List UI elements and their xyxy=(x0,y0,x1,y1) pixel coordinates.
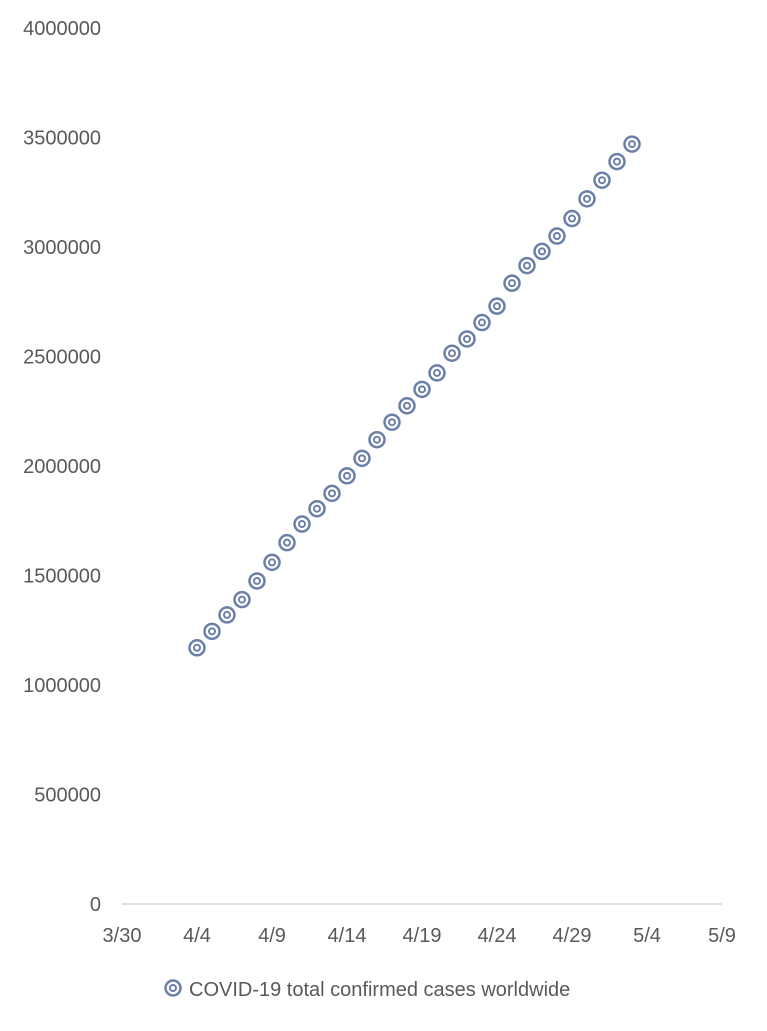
y-tick-label: 500000 xyxy=(34,785,101,807)
data-point xyxy=(338,467,356,485)
data-point xyxy=(458,330,476,348)
x-tick-label: 4/19 xyxy=(403,925,442,947)
data-point xyxy=(413,380,431,399)
y-tick-label: 4000000 xyxy=(23,18,101,40)
data-point xyxy=(608,152,626,171)
y-tick-label: 3500000 xyxy=(23,128,101,150)
data-point xyxy=(278,533,296,552)
series-points xyxy=(188,135,641,657)
data-point xyxy=(353,449,371,468)
legend-marker-symbol xyxy=(164,979,182,997)
data-point xyxy=(503,274,521,292)
data-point xyxy=(293,515,311,533)
data-point xyxy=(188,639,206,657)
legend-marker-icon xyxy=(164,979,182,997)
data-point xyxy=(203,622,221,641)
data-point xyxy=(548,227,566,245)
x-tick-label: 3/30 xyxy=(103,925,142,947)
x-tick-label: 5/4 xyxy=(633,925,661,947)
legend: COVID-19 total confirmed cases worldwide xyxy=(164,979,570,1001)
data-point xyxy=(518,256,536,275)
x-tick-label: 4/29 xyxy=(553,925,592,947)
data-point xyxy=(563,209,581,228)
data-point xyxy=(443,344,461,362)
y-axis-tick-labels: 0 500000 1000000 1500000 2000000 2500000 30000… xyxy=(23,18,101,916)
data-point xyxy=(218,606,236,624)
y-tick-label: 0 xyxy=(90,894,101,916)
data-point xyxy=(323,484,341,503)
x-tick-label: 4/14 xyxy=(328,925,367,947)
y-tick-label: 1500000 xyxy=(23,566,101,588)
y-tick-label: 3000000 xyxy=(23,237,101,259)
data-point xyxy=(383,413,401,431)
x-tick-label: 4/24 xyxy=(478,925,517,947)
data-point xyxy=(488,297,506,315)
data-point xyxy=(263,553,281,572)
x-axis-tick-labels: 3/30 4/4 4/9 4/14 4/19 4/24 4/29 5/4 5/9 xyxy=(103,925,736,947)
data-point xyxy=(428,364,446,382)
data-point xyxy=(578,190,596,208)
data-point xyxy=(533,242,551,261)
data-point xyxy=(623,135,641,153)
y-tick-label: 2000000 xyxy=(23,456,101,478)
legend-label: COVID-19 total confirmed cases worldwide xyxy=(189,979,570,1001)
data-point xyxy=(308,499,326,518)
y-tick-label: 2500000 xyxy=(23,347,101,369)
y-tick-label: 1000000 xyxy=(23,675,101,697)
data-point xyxy=(398,397,416,415)
x-tick-label: 5/9 xyxy=(708,925,736,947)
data-point xyxy=(248,572,266,590)
data-point xyxy=(473,313,491,332)
data-point xyxy=(233,590,251,609)
data-point xyxy=(593,171,611,189)
x-tick-label: 4/9 xyxy=(258,925,286,947)
x-tick-label: 4/4 xyxy=(183,925,211,947)
data-point xyxy=(368,430,386,449)
